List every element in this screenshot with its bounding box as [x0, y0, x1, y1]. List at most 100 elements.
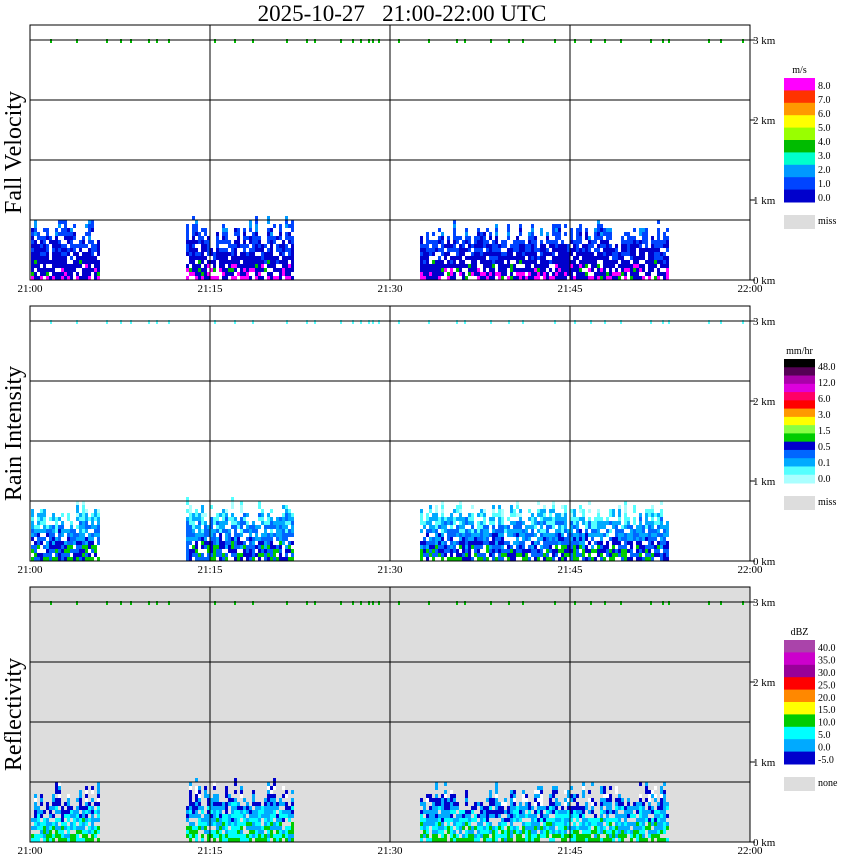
echo-cell — [252, 240, 255, 244]
echo-cell — [528, 232, 531, 236]
echo-cell — [195, 224, 198, 228]
echo-cell — [201, 256, 204, 260]
echo-cell — [432, 529, 435, 533]
echo-cell — [459, 272, 462, 276]
echo-cell — [558, 244, 561, 248]
legend-swatch — [784, 466, 815, 476]
echo-cell — [624, 501, 627, 505]
echo-cell — [609, 794, 612, 798]
echo-cell — [480, 806, 483, 810]
echo-cell — [663, 814, 666, 818]
echo-cell — [58, 549, 61, 553]
echo-cell — [567, 814, 570, 818]
echo-cell — [549, 517, 552, 521]
echo-cell — [55, 557, 58, 561]
echo-cell — [540, 826, 543, 830]
echo-cell — [186, 557, 189, 561]
echo-cell — [555, 810, 558, 814]
echo-cell — [273, 533, 276, 537]
echo-cell — [636, 838, 639, 842]
echo-cell — [267, 517, 270, 521]
echo-cell — [249, 533, 252, 537]
legend-swatch — [784, 177, 815, 191]
echo-cell — [501, 557, 504, 561]
echo-cell — [240, 806, 243, 810]
echo-cell — [510, 826, 513, 830]
echo-cell — [657, 541, 660, 545]
echo-cell — [55, 517, 58, 521]
echo-cell — [507, 224, 510, 228]
echo-cell — [426, 232, 429, 236]
echo-cell — [585, 529, 588, 533]
echo-cell — [288, 806, 291, 810]
height-marker — [620, 39, 622, 43]
echo-cell — [465, 838, 468, 842]
echo-cell — [432, 818, 435, 822]
echo-cell — [561, 537, 564, 541]
echo-cell — [498, 822, 501, 826]
echo-cell — [552, 228, 555, 232]
echo-cell — [258, 244, 261, 248]
echo-cell — [261, 260, 264, 264]
echo-cell — [636, 810, 639, 814]
echo-cell — [486, 822, 489, 826]
echo-cell — [429, 509, 432, 513]
echo-cell — [570, 236, 573, 240]
echo-cell — [558, 537, 561, 541]
echo-cell — [525, 260, 528, 264]
echo-cell — [624, 557, 627, 561]
echo-cell — [37, 537, 40, 541]
echo-cell — [576, 549, 579, 553]
legend-label: 5.0 — [818, 123, 831, 134]
echo-cell — [546, 525, 549, 529]
echo-cell — [531, 272, 534, 276]
echo-cell — [426, 517, 429, 521]
echo-cell — [585, 260, 588, 264]
echo-cell — [52, 252, 55, 256]
height-marker — [286, 601, 288, 605]
echo-cell — [246, 557, 249, 561]
echo-cell — [285, 834, 288, 838]
echo-cell — [52, 541, 55, 545]
echo-cell — [61, 838, 64, 842]
echo-cell — [58, 525, 61, 529]
echo-cell — [450, 553, 453, 557]
echo-cell — [88, 224, 91, 228]
echo-cell — [231, 838, 234, 842]
echo-cell — [40, 826, 43, 830]
echo-cell — [537, 794, 540, 798]
echo-cell — [606, 276, 609, 280]
echo-cell — [627, 525, 630, 529]
echo-cell — [207, 838, 210, 842]
echo-cell — [34, 228, 37, 232]
height-marker — [428, 601, 430, 605]
echo-cell — [192, 521, 195, 525]
echo-cell — [630, 814, 633, 818]
echo-cell — [660, 814, 663, 818]
echo-cell — [648, 790, 651, 794]
echo-cell — [282, 248, 285, 252]
fall-velocity-top-markers — [50, 39, 744, 43]
echo-cell — [438, 264, 441, 268]
echo-cell — [186, 553, 189, 557]
echo-cell — [94, 533, 97, 537]
echo-cell — [537, 798, 540, 802]
echo-cell — [225, 541, 228, 545]
echo-cell — [648, 798, 651, 802]
echo-cell — [264, 802, 267, 806]
echo-cell — [645, 248, 648, 252]
echo-cell — [240, 505, 243, 509]
echo-cell — [459, 529, 462, 533]
echo-cell — [55, 553, 58, 557]
echo-cell — [73, 553, 76, 557]
echo-cell — [537, 549, 540, 553]
echo-cell — [660, 501, 663, 505]
echo-cell — [561, 260, 564, 264]
echo-cell — [91, 260, 94, 264]
echo-cell — [192, 814, 195, 818]
echo-cell — [192, 216, 195, 220]
echo-cell — [261, 252, 264, 256]
echo-cell — [573, 244, 576, 248]
echo-cell — [618, 541, 621, 545]
echo-cell — [285, 525, 288, 529]
